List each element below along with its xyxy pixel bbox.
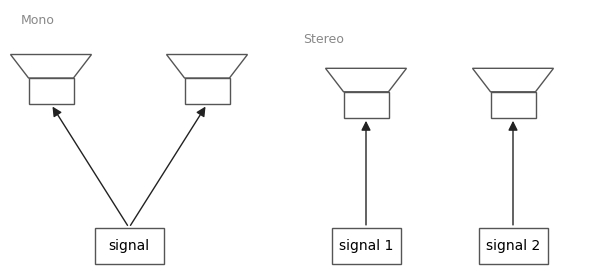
Bar [29, 78, 74, 104]
Text: Mono: Mono [21, 14, 55, 27]
Text: Stereo: Stereo [303, 33, 344, 46]
Bar [343, 92, 389, 118]
Bar [479, 228, 548, 264]
Polygon shape [11, 55, 92, 78]
Text: signal 1: signal 1 [339, 239, 393, 253]
Bar [491, 92, 536, 118]
Bar [95, 228, 163, 264]
Polygon shape [325, 68, 407, 92]
Bar [185, 78, 229, 104]
Text: signal: signal [109, 239, 149, 253]
Polygon shape [166, 55, 248, 78]
Bar [331, 228, 401, 264]
Polygon shape [473, 68, 554, 92]
Text: signal 2: signal 2 [486, 239, 540, 253]
